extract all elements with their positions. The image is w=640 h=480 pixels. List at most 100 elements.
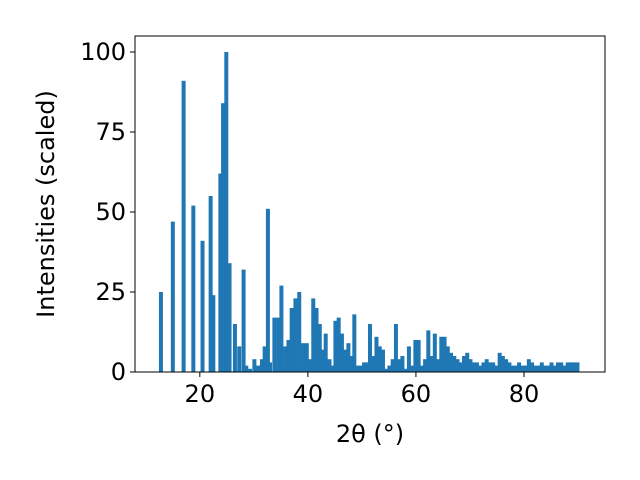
bar bbox=[371, 356, 376, 372]
bar bbox=[256, 365, 261, 372]
bar bbox=[252, 359, 257, 372]
bar bbox=[491, 362, 496, 372]
bar bbox=[436, 359, 441, 372]
bar bbox=[365, 362, 370, 372]
x-tick-label: 40 bbox=[293, 380, 324, 408]
bar bbox=[362, 362, 367, 372]
bar bbox=[526, 359, 531, 372]
bar bbox=[445, 346, 450, 372]
bar bbox=[552, 365, 557, 372]
bar bbox=[462, 356, 466, 372]
bar bbox=[465, 352, 470, 372]
bar bbox=[181, 80, 186, 373]
x-tick-label: 80 bbox=[509, 380, 540, 408]
bar bbox=[390, 359, 395, 372]
bar bbox=[352, 314, 357, 372]
bar bbox=[504, 359, 509, 372]
bar bbox=[377, 346, 382, 372]
y-axis-label: Intensities (scaled) bbox=[32, 90, 60, 318]
bar bbox=[429, 356, 434, 372]
bar bbox=[227, 263, 232, 372]
bar bbox=[452, 356, 457, 372]
bar bbox=[468, 359, 473, 372]
bar bbox=[406, 346, 411, 372]
bar bbox=[410, 365, 415, 372]
bar bbox=[262, 346, 267, 372]
bar bbox=[355, 365, 360, 372]
bar bbox=[380, 349, 385, 372]
bar bbox=[346, 343, 351, 372]
bar bbox=[458, 362, 463, 372]
bar bbox=[413, 340, 418, 372]
bar bbox=[221, 103, 226, 372]
bar bbox=[170, 221, 175, 372]
bar bbox=[158, 292, 163, 372]
y-axis-ticks: 0 25 50 75 100 bbox=[80, 38, 135, 386]
bar bbox=[497, 352, 502, 372]
bar bbox=[333, 320, 338, 372]
bar bbox=[349, 356, 354, 372]
bar bbox=[244, 365, 249, 372]
bar bbox=[387, 365, 392, 372]
bar bbox=[276, 317, 281, 372]
bar bbox=[403, 368, 408, 372]
bar bbox=[265, 208, 270, 372]
bar bbox=[416, 340, 421, 372]
y-tick-label: 75 bbox=[95, 118, 126, 146]
bar bbox=[393, 324, 398, 372]
bar bbox=[248, 368, 253, 372]
bar bbox=[279, 285, 284, 372]
bar bbox=[384, 368, 389, 372]
bar bbox=[317, 324, 322, 372]
bar bbox=[268, 362, 273, 372]
y-tick-label: 100 bbox=[80, 38, 126, 66]
bar bbox=[289, 308, 294, 372]
bar bbox=[484, 359, 489, 372]
bar bbox=[330, 365, 335, 372]
bar bbox=[308, 359, 313, 372]
bar bbox=[374, 336, 379, 372]
bar bbox=[241, 269, 246, 372]
bar bbox=[513, 365, 518, 372]
bar bbox=[442, 336, 447, 372]
bar bbox=[478, 365, 483, 372]
y-tick-label: 0 bbox=[111, 358, 126, 386]
bar bbox=[321, 349, 325, 372]
bar bbox=[455, 359, 460, 372]
bar bbox=[432, 333, 437, 372]
bar bbox=[208, 196, 213, 372]
bar bbox=[546, 365, 551, 372]
bar bbox=[474, 362, 479, 372]
bar bbox=[543, 365, 548, 372]
y-tick-label: 25 bbox=[95, 278, 126, 306]
bar bbox=[510, 365, 515, 372]
bar bbox=[343, 349, 348, 372]
bar bbox=[286, 340, 291, 372]
bar bbox=[200, 240, 205, 372]
bar bbox=[449, 352, 454, 372]
bar bbox=[419, 365, 424, 372]
bar bbox=[191, 205, 196, 372]
bar bbox=[439, 336, 444, 372]
bar bbox=[218, 173, 223, 372]
bars-group bbox=[158, 52, 580, 373]
bar bbox=[336, 317, 341, 372]
bar bbox=[397, 359, 402, 372]
bar bbox=[224, 52, 229, 372]
bar bbox=[314, 308, 319, 372]
x-tick-label: 60 bbox=[401, 380, 432, 408]
x-tick-label: 20 bbox=[185, 380, 216, 408]
bar bbox=[471, 362, 476, 372]
bar bbox=[536, 365, 541, 372]
bar bbox=[481, 362, 486, 372]
bar bbox=[572, 362, 577, 372]
bar bbox=[575, 362, 580, 372]
bar bbox=[559, 362, 564, 372]
bar bbox=[494, 365, 499, 372]
bar bbox=[523, 365, 528, 372]
bar bbox=[259, 359, 264, 372]
bar bbox=[339, 333, 344, 372]
bar bbox=[211, 295, 216, 372]
bar bbox=[562, 365, 567, 372]
